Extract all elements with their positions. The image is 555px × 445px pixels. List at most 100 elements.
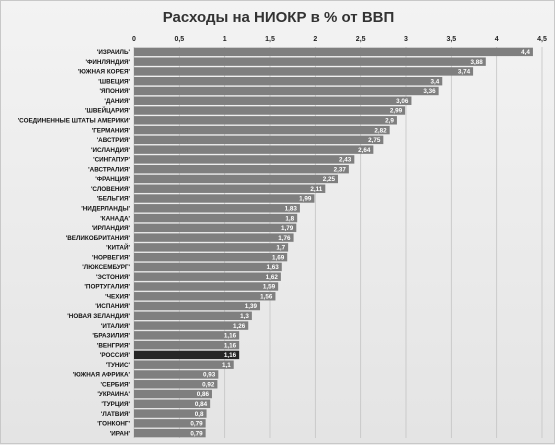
value-label: 0,93	[203, 372, 216, 379]
category-label: 'БРАЗИЛИЯ'	[92, 333, 130, 340]
bar	[134, 96, 412, 105]
x-tick-labels: 0 0,5 1 1,5 2 2,5 3 3,5 4 4,5	[132, 36, 547, 43]
x-tick-label: 4,5	[537, 36, 547, 43]
value-label: 1,16	[224, 333, 237, 340]
value-labels: 4,4 3,883,74 3,4 3,36 3,06 2,99 2,9 2,82 2,75 2,6…	[190, 49, 530, 437]
bar	[134, 116, 397, 125]
bar	[134, 380, 218, 389]
category-label: 'АВСТРАЛИЯ'	[88, 166, 130, 173]
value-label: 3,4	[431, 78, 440, 85]
value-label: 2,64	[358, 147, 371, 154]
value-label: 1,3	[240, 313, 249, 320]
value-label: 1,7	[276, 245, 285, 252]
category-label: 'ВЕЛИКОБРИТАНИЯ'	[66, 235, 131, 242]
value-label: 3,36	[423, 88, 436, 95]
category-label: 'НИДЕРЛАНДЫ'	[81, 205, 130, 212]
value-label: 0,86	[197, 391, 210, 398]
bar	[134, 350, 240, 360]
x-tick-label: 2,5	[356, 36, 366, 43]
x-tick-label: 0,5	[174, 36, 184, 43]
bar	[134, 262, 282, 272]
category-label: 'СЛОВЕНИЯ'	[91, 186, 131, 193]
value-label: 1,39	[245, 303, 258, 310]
value-label: 3,74	[458, 69, 471, 76]
value-label: 1,16	[224, 342, 237, 349]
category-label: 'ИЗРАИЛЬ'	[97, 49, 131, 56]
bar	[134, 360, 234, 369]
category-label: 'БЕЛЬГИЯ'	[97, 196, 131, 203]
value-label: 2,37	[334, 166, 347, 173]
bar	[134, 282, 279, 291]
bar	[134, 389, 212, 399]
bar	[134, 331, 240, 340]
category-label: 'АВСТРИЯ'	[97, 137, 131, 144]
bar	[134, 243, 289, 252]
bar	[134, 409, 207, 418]
category-label: 'КАНАДА'	[100, 215, 130, 222]
bar	[134, 164, 349, 174]
value-label: 3,06	[396, 98, 409, 105]
category-label: 'ИРАН'	[110, 430, 131, 437]
value-label: 0,84	[195, 401, 208, 408]
bar	[134, 86, 439, 96]
x-tick-label: 2	[313, 36, 317, 43]
value-label: 1,59	[263, 284, 276, 291]
bar	[134, 311, 252, 321]
bar	[134, 47, 533, 57]
bar	[134, 292, 276, 301]
category-label: 'ЮЖНАЯ АФРИКА'	[73, 372, 131, 379]
category-label: 'ИРЛАНДИЯ'	[92, 225, 131, 232]
bar	[134, 145, 374, 154]
bar	[134, 272, 281, 281]
category-label: 'ШВЕЦИЯ'	[98, 78, 130, 85]
category-label: 'ПОРТУГАЛИЯ'	[84, 284, 130, 291]
category-label: 'ШВЕЙЦАРИЯ'	[85, 106, 130, 115]
chart-title: Расходы на НИОКР в % от ВВП	[162, 9, 395, 26]
bar	[134, 321, 249, 330]
value-label: 2,11	[310, 186, 322, 193]
x-tick-label: 3	[404, 36, 408, 43]
bar	[134, 125, 390, 135]
category-label: 'СОЕДИНЕННЫЕ ШТАТЫ АМЕРИКИ'	[18, 118, 131, 125]
value-label: 2,75	[368, 137, 381, 144]
bar	[134, 57, 486, 66]
value-label: 2,9	[385, 118, 394, 125]
value-label: 0,92	[202, 381, 215, 388]
category-label: 'ФИНЛЯНДИЯ'	[86, 59, 131, 66]
value-label: 2,99	[390, 108, 403, 115]
value-label: 3,88	[471, 59, 484, 66]
bar	[134, 106, 406, 115]
category-label: 'ГЕРМАНИЯ'	[92, 127, 131, 134]
value-label: 1,63	[267, 264, 280, 271]
category-label: 'ЯПОНИЯ'	[99, 88, 130, 95]
gridlines	[133, 47, 543, 438]
category-labels: 'ИЗРАИЛЬ' 'ФИНЛЯНДИЯ' 'ЮЖНАЯ КОРЕЯ' 'ШВЕЦИЯ…	[18, 49, 131, 437]
category-label: 'ФРАНЦИЯ'	[95, 176, 130, 183]
value-label: 1,76	[278, 235, 291, 242]
category-label: 'СЕРБИЯ'	[100, 381, 130, 388]
bar	[134, 135, 384, 145]
value-label: 1,99	[299, 196, 312, 203]
value-label: 0,8	[195, 411, 204, 418]
bar	[134, 194, 315, 203]
bar	[134, 213, 298, 223]
category-label: 'ЛАТВИЯ'	[101, 411, 131, 418]
x-tick-label: 0	[132, 36, 136, 43]
value-label: 1,8	[285, 215, 294, 222]
category-label: 'ВЕНГРИЯ'	[97, 342, 131, 349]
value-label: 4,4	[521, 49, 530, 56]
value-label: 2,43	[339, 157, 352, 164]
category-label: 'ГОНКОНГ'	[97, 421, 130, 428]
category-label: 'УКРАИНА'	[97, 391, 130, 398]
bar	[134, 223, 297, 233]
bar	[134, 252, 288, 262]
category-label: 'КИТАЙ'	[106, 243, 130, 252]
category-label: 'ЛЮКСЕМБУРГ'	[82, 264, 130, 271]
value-label: 2,82	[374, 127, 387, 134]
bar	[134, 174, 338, 184]
bar	[134, 184, 326, 193]
category-label: 'ЧЕХИЯ'	[105, 293, 130, 300]
bar	[134, 155, 355, 164]
